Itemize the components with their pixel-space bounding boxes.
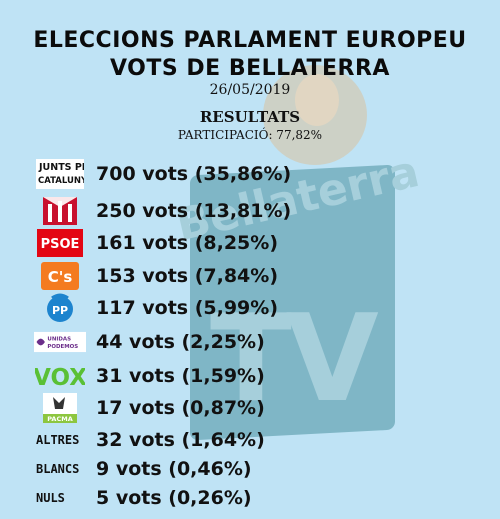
result-row-psoe: PSOE 161 vots (8,25%) [30,229,490,257]
watermark-tv-text: TV [210,290,379,429]
pacma-logo: PACMA [34,393,86,423]
result-row-unidas-podemos: UNIDAS PODEMOS 44 vots (2,25%) [30,328,490,356]
blancs-votes: 9 vots (0,46%) [96,458,252,480]
nuls-votes: 5 vots (0,26%) [96,487,252,509]
pp-votes: 117 vots (5,99%) [96,297,279,319]
junts-logo: JUNTS PER CATALUNYA [34,159,86,189]
pp-logo: PP [34,293,86,322]
unidas-podemos-logo: UNIDAS PODEMOS [34,328,86,356]
psoe-logo: PSOE [34,229,86,257]
result-row-pacma: PACMA 17 vots (0,87%) [30,393,490,423]
vox-logo: VOX [34,362,86,390]
unidas-logo-line2: PODEMOS [47,344,78,350]
result-row-cs: C's 153 vots (7,84%) [30,262,490,290]
altres-label: ALTRES [36,433,80,447]
result-row-altres: ALTRES 32 vots (1,64%) [30,426,490,454]
cs-logo: C's [34,262,86,290]
unidas-logo-line1: UNIDAS [47,336,71,342]
junts-logo-line1: JUNTS PER [38,162,84,173]
erc-votes: 250 vots (13,81%) [96,200,292,222]
result-row-nuls: NULS 5 vots (0,26%) [30,484,490,512]
cs-votes: 153 vots (7,84%) [96,265,279,287]
pacma-logo-text: PACMA [47,415,72,423]
unidas-podemos-votes: 44 vots (2,25%) [96,331,265,353]
page-title: ELECCIONS PARLAMENT EUROPEU [33,28,467,53]
psoe-logo-text: PSOE [41,237,80,252]
participation-text: PARTICIPACIÓ: 77,82% [177,128,323,142]
altres-votes: 32 vots (1,64%) [96,429,265,451]
junts-votes: 700 vots (35,86%) [96,163,292,185]
watermark-figure [263,65,367,165]
pp-logo-text: PP [52,304,68,317]
result-row-junts: JUNTS PER CATALUNYA 700 vots (35,86%) [30,159,490,189]
result-row-erc: 250 vots (13,81%) [30,197,490,225]
result-row-blancs: BLANCS 9 vots (0,46%) [30,455,490,483]
pacma-votes: 17 vots (0,87%) [96,397,265,419]
results-heading: RESULTATS [199,108,301,126]
result-row-vox: VOX 31 vots (1,59%) [30,362,490,390]
cs-logo-text: C's [48,268,73,286]
psoe-votes: 161 vots (8,25%) [96,232,279,254]
nuls-label: NULS [36,491,65,505]
result-row-pp: PP 117 vots (5,99%) [30,293,490,322]
election-date: 26/05/2019 [209,82,291,98]
vox-logo-text: VOX [35,365,85,390]
erc-logo [34,197,86,225]
page-subtitle: VOTS DE BELLATERRA [110,56,390,81]
blancs-label: BLANCS [36,462,80,476]
vox-votes: 31 vots (1,59%) [96,365,265,387]
junts-logo-line2: CATALUNYA [38,176,84,186]
